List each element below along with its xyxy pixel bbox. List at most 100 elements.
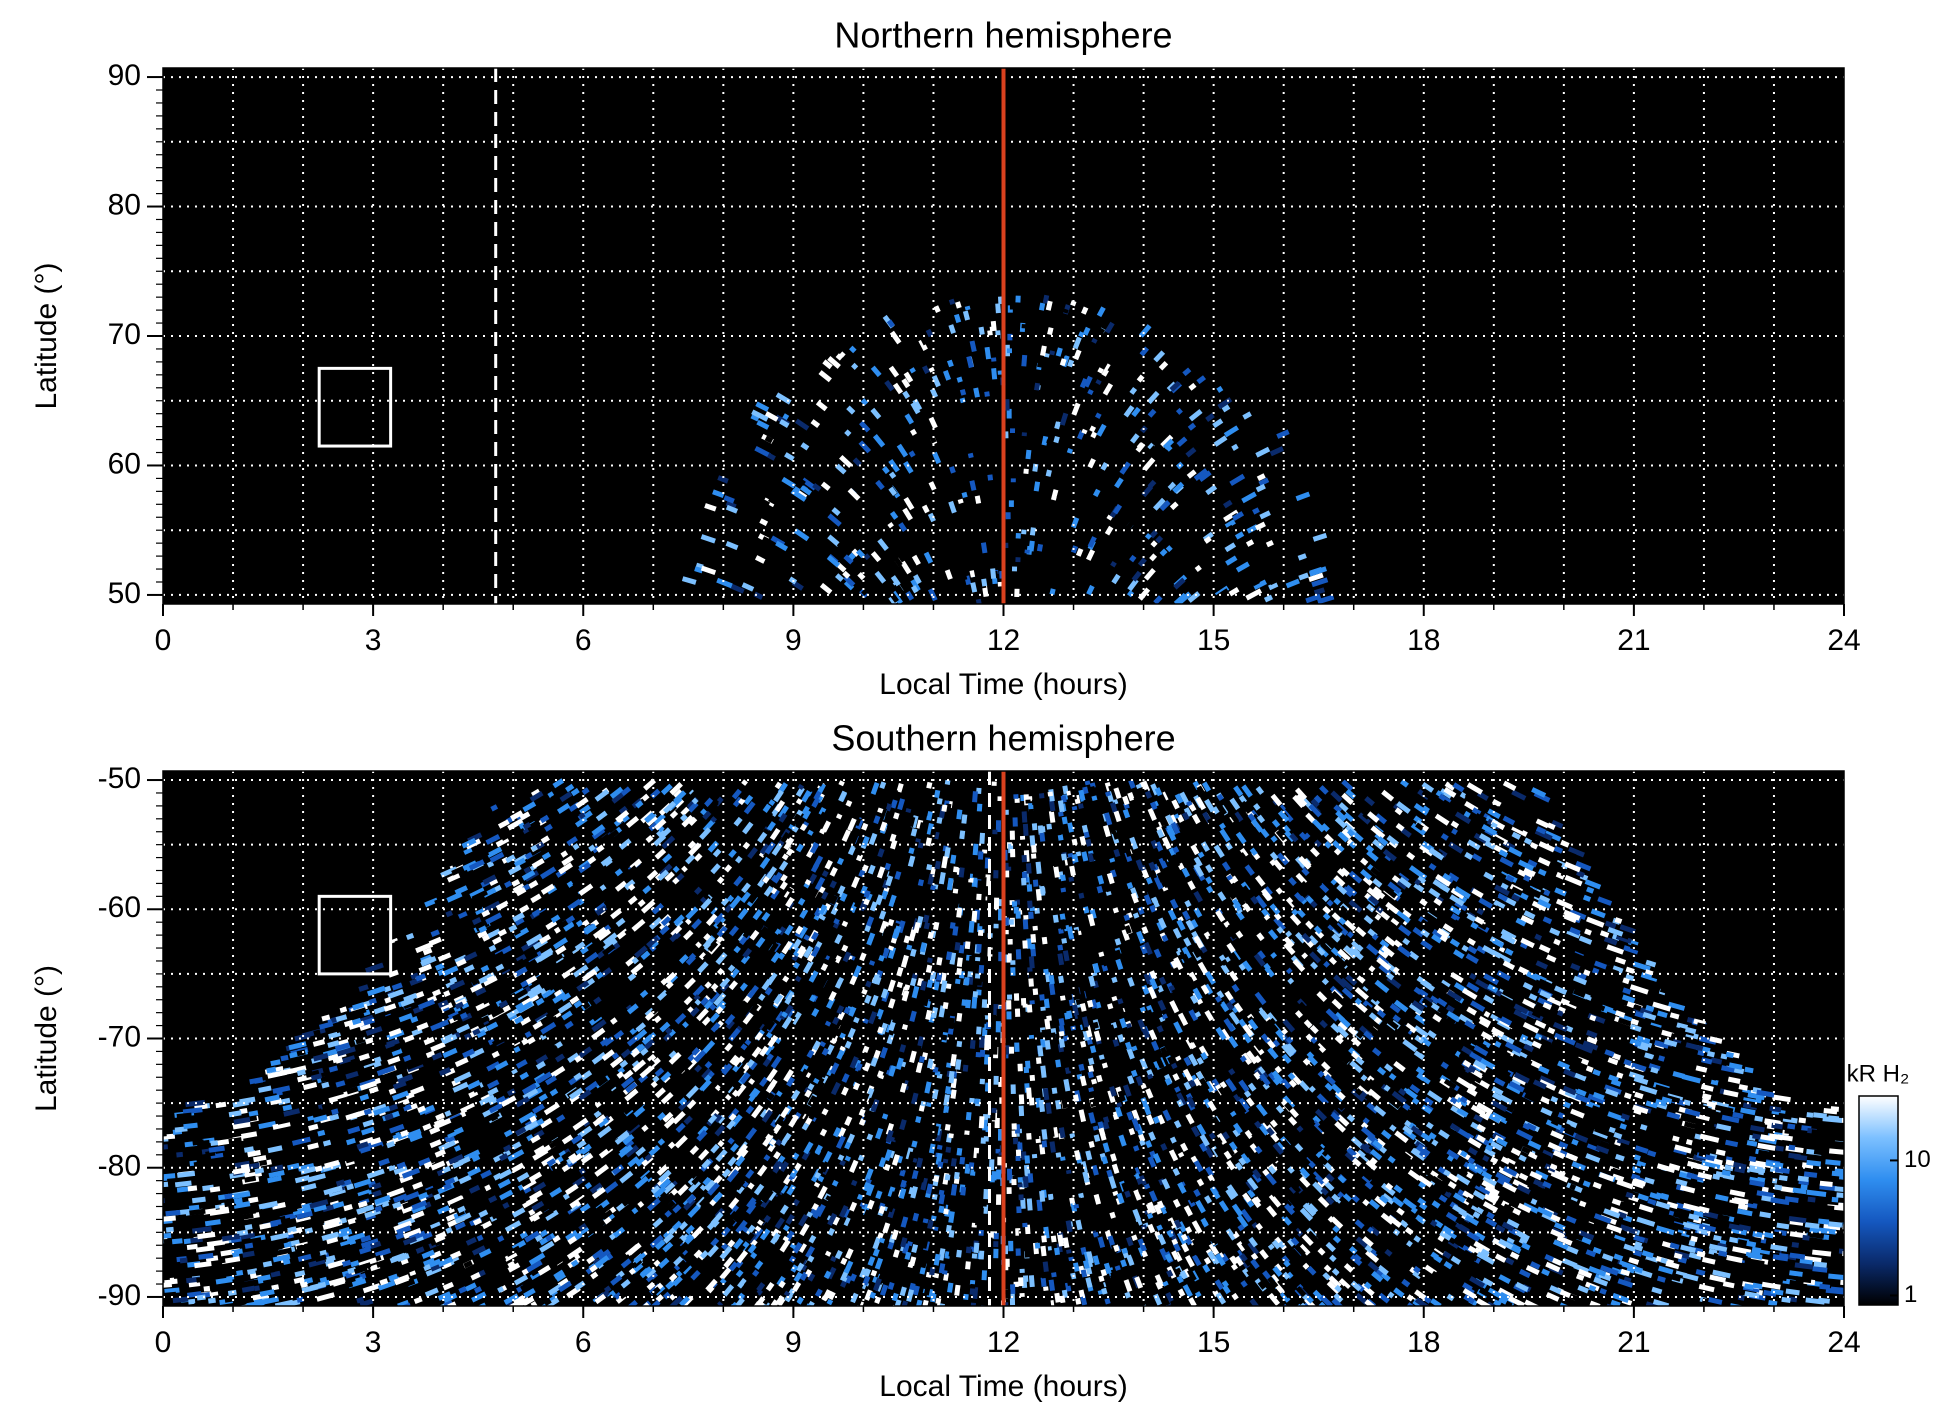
emission-streak	[566, 880, 574, 888]
emission-streak	[452, 1013, 462, 1022]
emission-streak	[1057, 944, 1064, 951]
emission-streak	[841, 1207, 851, 1218]
emission-streak	[845, 1248, 854, 1260]
emission-streak	[885, 1129, 894, 1143]
emission-streak	[851, 362, 859, 370]
emission-streak	[458, 1174, 472, 1185]
emission-streak	[819, 582, 833, 595]
emission-streak	[866, 1133, 874, 1141]
emission-streak	[531, 858, 545, 869]
emission-streak	[909, 1072, 917, 1083]
emission-streak	[1104, 525, 1114, 536]
emission-streak	[1633, 1076, 1649, 1086]
emission-streak	[1040, 320, 1047, 328]
emission-streak	[781, 940, 793, 955]
emission-streak	[724, 1207, 733, 1216]
emission-streak	[219, 1204, 229, 1211]
emission-streak	[712, 864, 725, 877]
y-tick-label: 90	[108, 59, 141, 92]
emission-streak	[962, 310, 971, 321]
emission-streak	[928, 416, 938, 429]
emission-streak	[545, 920, 558, 930]
emission-streak	[696, 1129, 708, 1142]
emission-streak	[1619, 1224, 1639, 1235]
emission-streak	[482, 1018, 490, 1026]
emission-streak	[922, 1218, 929, 1224]
emission-streak	[893, 1266, 900, 1274]
emission-streak	[691, 918, 702, 930]
emission-streak	[837, 1154, 845, 1162]
emission-streak	[505, 1299, 514, 1306]
emission-streak	[870, 1014, 879, 1028]
emission-streak	[1645, 1300, 1661, 1306]
emission-streak	[1107, 359, 1119, 373]
emission-streak	[335, 1080, 346, 1088]
emission-streak	[1570, 1108, 1585, 1119]
emission-streak	[730, 1142, 739, 1153]
emission-streak	[775, 910, 783, 919]
emission-streak	[678, 954, 689, 964]
emission-streak	[1605, 1088, 1619, 1098]
emission-streak	[956, 1040, 963, 1048]
emission-streak	[1183, 1056, 1192, 1067]
emission-streak	[931, 1193, 938, 1200]
emission-streak	[1212, 934, 1224, 948]
emission-streak	[1333, 897, 1341, 906]
emission-streak	[1111, 1163, 1120, 1175]
emission-streak	[1819, 1283, 1831, 1290]
emission-streak	[805, 507, 818, 519]
emission-streak	[849, 1201, 858, 1212]
emission-streak	[840, 939, 848, 948]
emission-streak	[774, 1249, 787, 1264]
emission-streak	[880, 890, 889, 900]
emission-streak	[566, 1246, 583, 1260]
emission-streak	[663, 1033, 672, 1042]
emission-streak	[865, 358, 876, 371]
emission-streak	[888, 459, 900, 473]
emission-streak	[635, 1146, 646, 1157]
emission-streak	[1544, 830, 1562, 842]
emission-streak	[1592, 1071, 1602, 1080]
emission-streak	[909, 1050, 917, 1064]
emission-streak	[948, 298, 956, 305]
emission-streak	[1054, 1292, 1061, 1303]
emission-streak	[1086, 549, 1096, 561]
emission-streak	[1506, 1237, 1515, 1245]
emission-streak	[700, 565, 717, 576]
emission-streak	[1176, 814, 1185, 823]
emission-streak	[315, 1254, 327, 1262]
emission-streak	[792, 961, 801, 970]
emission-streak	[1105, 591, 1115, 602]
emission-streak	[1098, 1275, 1105, 1283]
emission-streak	[847, 1027, 856, 1039]
emission-streak	[1368, 965, 1376, 973]
emission-streak	[863, 538, 877, 553]
emission-streak	[1716, 1242, 1727, 1250]
emission-streak	[836, 541, 844, 549]
emission-streak	[1083, 1267, 1091, 1277]
emission-streak	[704, 1060, 713, 1069]
emission-streak	[1544, 1054, 1561, 1066]
emission-streak	[463, 951, 478, 962]
emission-streak	[1446, 1172, 1459, 1183]
emission-streak	[872, 1124, 880, 1131]
emission-streak	[1412, 1265, 1421, 1274]
emission-streak	[752, 909, 763, 921]
emission-streak	[910, 1229, 917, 1238]
emission-streak	[974, 495, 982, 504]
emission-streak	[486, 860, 495, 868]
emission-streak	[950, 1184, 958, 1196]
emission-streak	[1691, 1162, 1701, 1170]
emission-streak	[720, 936, 732, 949]
emission-streak	[1116, 385, 1126, 396]
emission-streak	[414, 991, 425, 999]
emission-streak	[830, 1255, 837, 1263]
emission-streak	[1525, 1122, 1537, 1132]
emission-streak	[454, 1057, 469, 1068]
emission-streak	[1133, 1189, 1142, 1201]
emission-streak	[1156, 984, 1164, 993]
emission-streak	[509, 1197, 527, 1211]
emission-streak	[815, 1081, 825, 1094]
emission-streak	[1498, 945, 1506, 953]
emission-streak	[1131, 1109, 1141, 1122]
